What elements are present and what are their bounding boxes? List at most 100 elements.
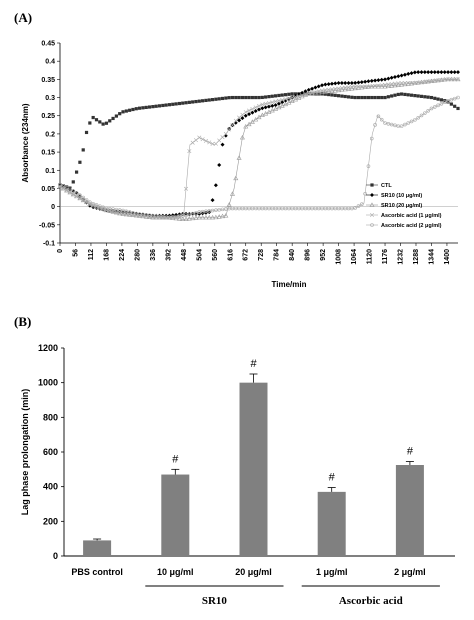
data-point (436, 103, 440, 108)
data-point (247, 95, 251, 100)
data-point (446, 70, 451, 75)
data-point (104, 206, 109, 211)
data-point (329, 88, 335, 93)
data-point (257, 206, 261, 211)
data-point (360, 95, 364, 100)
data-point (213, 183, 218, 188)
data-point (250, 106, 255, 111)
data-point (287, 92, 291, 96)
data-point (64, 187, 70, 193)
data-point (250, 206, 255, 211)
data-point (369, 136, 374, 141)
data-point (157, 104, 162, 108)
data-point (449, 77, 454, 82)
data-point (419, 80, 424, 85)
data-point (243, 113, 248, 118)
data-point (392, 81, 397, 86)
data-point (423, 111, 427, 115)
data-point (442, 77, 447, 82)
x-tick-label: 336 (150, 249, 157, 261)
data-point (223, 213, 229, 218)
data-point (101, 122, 105, 126)
data-point (303, 92, 308, 96)
data-point (346, 81, 351, 85)
data-point (339, 86, 344, 91)
x-tick-label: 896 (305, 249, 312, 261)
data-point (263, 206, 268, 211)
data-point (101, 205, 105, 210)
data-point (376, 95, 380, 100)
data-point (194, 211, 198, 215)
data-point (190, 140, 195, 145)
data-point (240, 206, 245, 211)
data-point (442, 100, 447, 105)
data-point (363, 79, 368, 84)
data-point (353, 206, 357, 210)
data-point (74, 194, 79, 199)
data-point (363, 191, 367, 196)
data-point (250, 95, 254, 100)
data-point (60, 185, 66, 191)
data-point (111, 209, 116, 214)
data-point (412, 80, 417, 86)
data-point (227, 96, 231, 100)
legend-label: SR10 (20 μg/ml) (381, 203, 422, 209)
data-point (214, 97, 218, 101)
data-point (323, 82, 328, 87)
group-label: SR10 (202, 595, 228, 607)
data-point (432, 105, 437, 109)
y-tick-label: -0.1 (43, 241, 55, 248)
data-point (196, 214, 202, 220)
data-point (174, 214, 178, 219)
data-point (406, 121, 411, 125)
data-point (283, 98, 288, 103)
data-point (280, 206, 285, 211)
data-point (416, 94, 420, 98)
data-point (383, 77, 388, 82)
data-point (217, 207, 221, 212)
y-tick-label: 0.15 (41, 150, 55, 157)
category-label: 20 μg/ml (235, 567, 272, 577)
data-point (379, 83, 384, 88)
x-tick-label: 392 (165, 249, 172, 261)
data-point (107, 207, 112, 211)
data-point (296, 206, 301, 211)
data-point (370, 223, 374, 227)
data-point (187, 149, 192, 154)
data-point (383, 95, 387, 100)
data-point (310, 86, 315, 91)
data-point (270, 94, 274, 98)
y-tick-label: 0.4 (45, 59, 55, 66)
data-point (280, 97, 285, 102)
data-point (247, 112, 252, 117)
data-point (118, 112, 122, 116)
data-point (273, 99, 278, 104)
data-point (366, 164, 371, 168)
data-point (233, 118, 238, 123)
data-point (273, 206, 278, 211)
data-point (256, 103, 262, 108)
data-point (200, 214, 206, 220)
data-point (373, 78, 378, 83)
data-point (396, 81, 401, 86)
data-point (171, 102, 175, 106)
data-point (88, 121, 92, 125)
data-point (237, 95, 241, 100)
data-point (124, 109, 128, 113)
data-point (240, 116, 245, 121)
data-point (392, 75, 397, 80)
data-point (277, 93, 281, 98)
legend-label: SR10 (10 μg/ml) (381, 193, 422, 199)
data-point (326, 88, 332, 94)
data-point (333, 93, 337, 97)
data-point (111, 116, 115, 121)
x-tick-label: 56 (72, 249, 79, 257)
x-tick-label: 1288 (413, 249, 420, 265)
bar (161, 474, 190, 556)
data-point (267, 95, 271, 99)
bar-group: # (239, 358, 268, 556)
data-point (117, 211, 122, 216)
data-point (263, 111, 269, 116)
data-point (141, 106, 145, 110)
data-point (157, 214, 162, 219)
